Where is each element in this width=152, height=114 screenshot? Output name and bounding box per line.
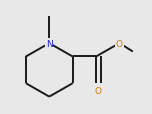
Text: N: N xyxy=(46,39,53,48)
Text: O: O xyxy=(116,39,123,48)
Text: O: O xyxy=(94,86,101,95)
